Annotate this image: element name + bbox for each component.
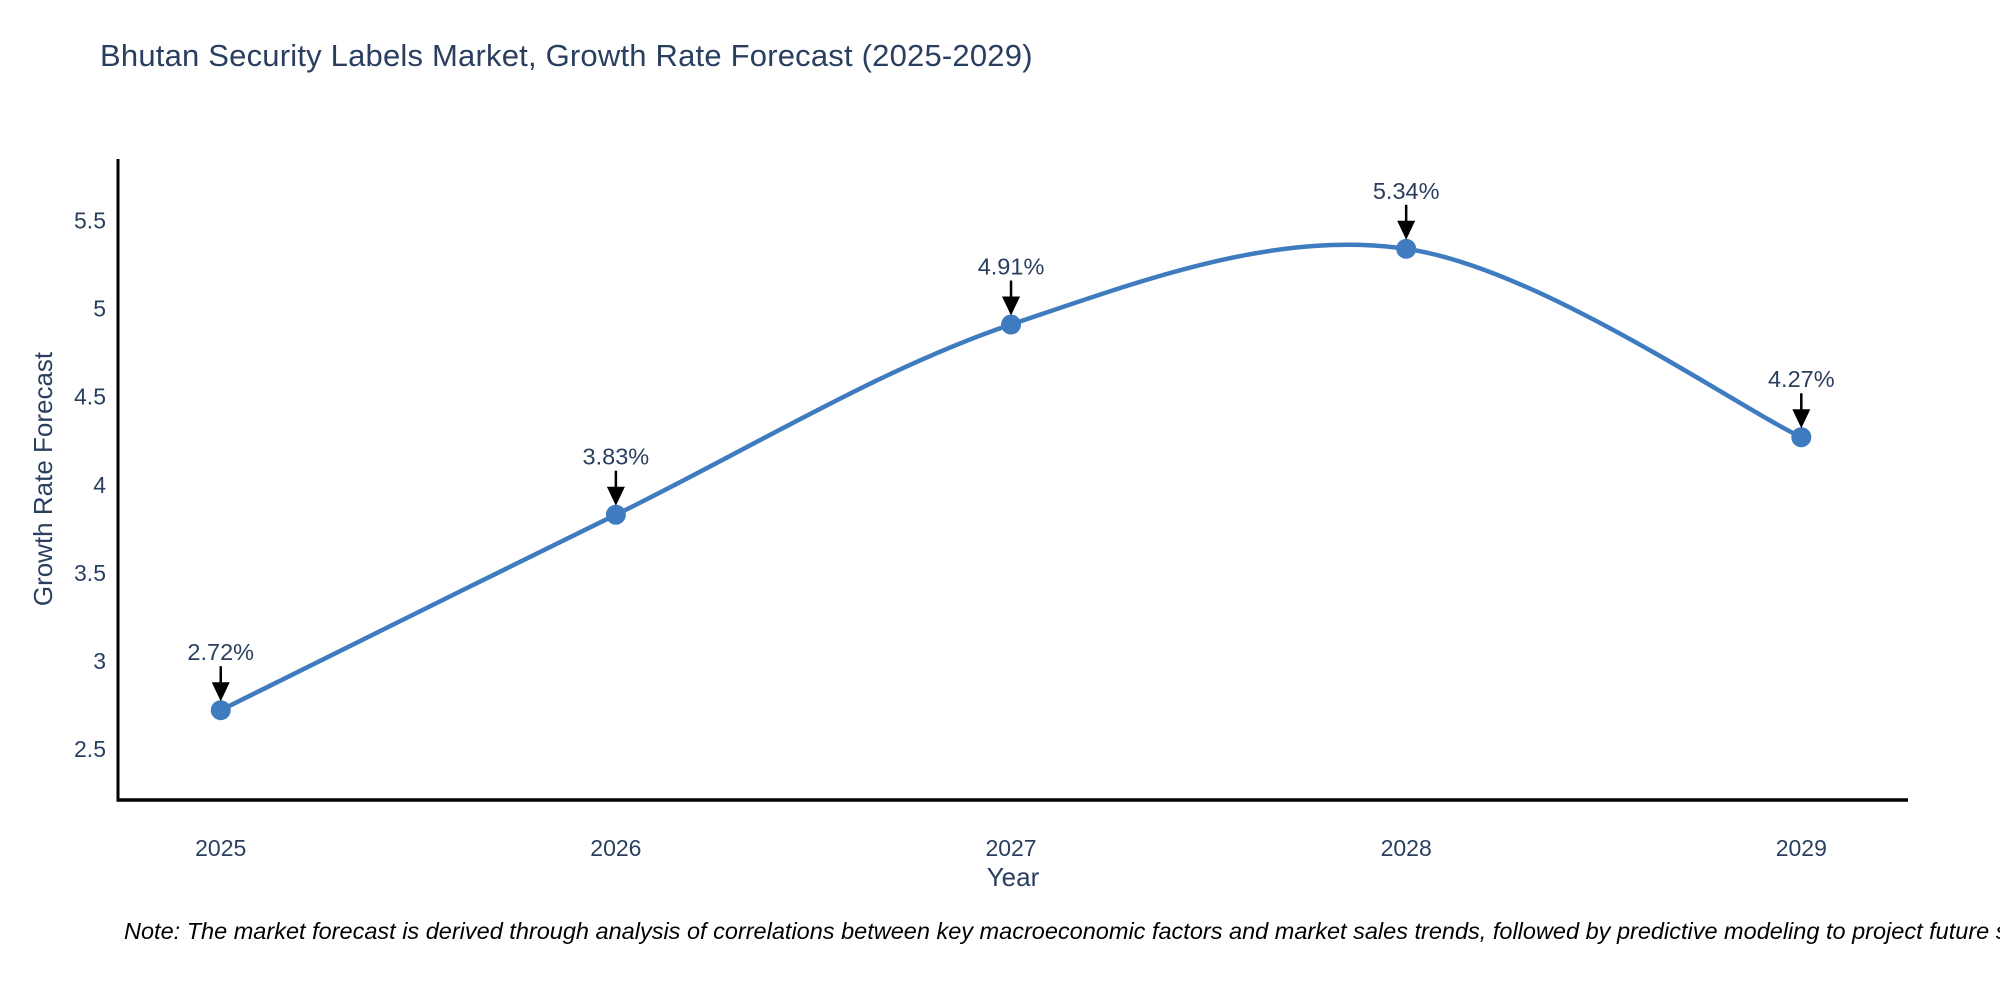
x-axis-title: Year <box>986 862 1040 892</box>
x-tick-label: 2025 <box>195 835 246 861</box>
y-tick-label: 2.5 <box>74 736 106 762</box>
data-point-label: 3.83% <box>583 444 650 470</box>
data-point-label: 4.27% <box>1768 366 1835 392</box>
data-point-marker[interactable] <box>1396 238 1417 259</box>
data-point-marker[interactable] <box>605 504 626 525</box>
x-tick-label: 2026 <box>590 835 641 861</box>
y-tick-label: 4 <box>93 472 106 498</box>
data-point-label: 2.72% <box>187 639 254 665</box>
annotation-arrow-head <box>606 486 625 506</box>
annotation-arrow-head <box>211 682 230 702</box>
y-tick-label: 5.5 <box>74 208 106 234</box>
y-tick-label: 3.5 <box>74 560 106 586</box>
y-tick-label: 5 <box>93 296 106 322</box>
annotation-arrow-head <box>1792 409 1811 429</box>
data-point-marker[interactable] <box>1791 427 1812 448</box>
data-point-label: 5.34% <box>1373 178 1440 204</box>
chart-title: Bhutan Security Labels Market, Growth Ra… <box>100 38 1033 73</box>
chart-note: Note: The market forecast is derived thr… <box>124 918 2000 944</box>
x-tick-label: 2028 <box>1381 835 1432 861</box>
annotation-arrow-head <box>1002 296 1021 316</box>
x-tick-label: 2029 <box>1776 835 1827 861</box>
data-point-label: 4.91% <box>978 254 1045 280</box>
x-tick-label: 2027 <box>985 835 1036 861</box>
y-tick-label: 3 <box>93 648 106 674</box>
annotation-arrow-head <box>1397 220 1416 240</box>
data-point-marker[interactable] <box>1001 314 1022 335</box>
y-tick-label: 4.5 <box>74 384 106 410</box>
data-point-marker[interactable] <box>210 700 231 721</box>
